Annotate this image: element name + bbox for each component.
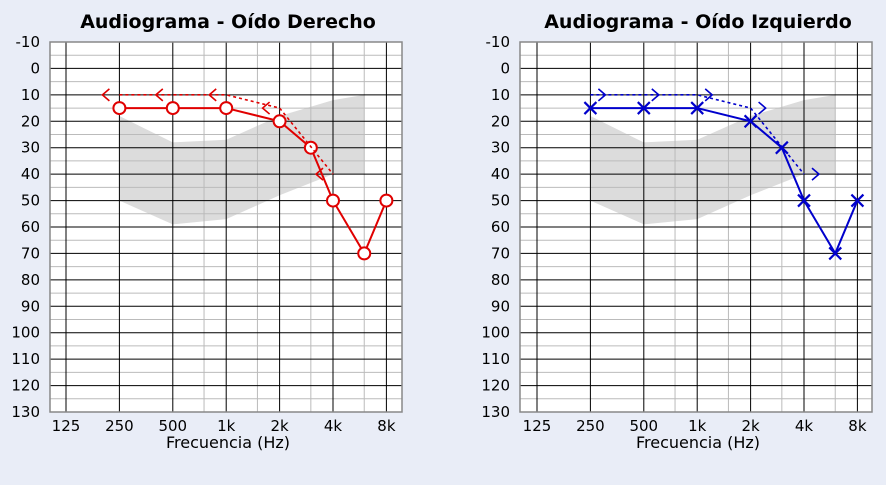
chevron-left-marker bbox=[261, 101, 271, 115]
x-tick-label: 500 bbox=[158, 417, 187, 435]
cross-marker bbox=[583, 101, 598, 115]
circle-marker bbox=[379, 193, 394, 208]
y-tick-label: 40 bbox=[491, 165, 510, 183]
y-tick-label: 100 bbox=[11, 324, 40, 342]
x-tick-label: 250 bbox=[576, 417, 605, 435]
y-tick-label: 20 bbox=[491, 112, 510, 130]
plot-border bbox=[519, 41, 873, 413]
chevron-right-marker bbox=[704, 88, 714, 102]
y-tick-label: -10 bbox=[486, 33, 511, 51]
x-tick-label: 8k bbox=[377, 417, 396, 435]
series-line-circle bbox=[119, 107, 388, 256]
y-tick-label: 50 bbox=[21, 192, 40, 210]
chart-title: Audiograma - Oído Derecho bbox=[80, 11, 376, 33]
y-tick-label: 110 bbox=[11, 350, 40, 368]
y-tick-label: -10 bbox=[16, 33, 41, 51]
x-tick-label: 4k bbox=[795, 417, 814, 435]
x-axis-label: Frecuencia (Hz) bbox=[636, 433, 760, 452]
y-tick-label: 30 bbox=[21, 139, 40, 157]
y-tick-label: 120 bbox=[11, 377, 40, 395]
cross-marker bbox=[690, 101, 704, 115]
chevron-left-marker bbox=[154, 88, 164, 102]
speech-banana-area bbox=[590, 94, 836, 225]
chevron-right-marker bbox=[758, 101, 767, 115]
y-tick-label: 60 bbox=[21, 218, 40, 236]
cross-marker bbox=[637, 101, 651, 115]
chevron-right-marker bbox=[597, 88, 607, 102]
y-tick-label: 40 bbox=[21, 165, 40, 183]
y-tick-label: 120 bbox=[481, 377, 510, 395]
y-tick-label: 60 bbox=[491, 218, 510, 236]
cross-marker bbox=[850, 193, 865, 208]
x-tick-label: 2k bbox=[270, 417, 289, 435]
x-tick-label: 125 bbox=[523, 417, 552, 435]
circle-marker bbox=[272, 114, 287, 129]
x-tick-label: 1k bbox=[688, 417, 707, 435]
x-tick-label: 125 bbox=[52, 417, 81, 435]
x-tick-label: 1k bbox=[217, 417, 236, 435]
y-tick-label: 30 bbox=[491, 139, 510, 157]
y-tick-label: 0 bbox=[30, 59, 40, 77]
y-tick-label: 130 bbox=[481, 403, 510, 421]
chevron-left-marker bbox=[314, 167, 324, 181]
audiogram-0: Audiograma - Oído Derecho -10 0 10 20 30 40 50 6… bbox=[11, 11, 403, 452]
audiogram-1: Audiograma - Oído Izquierdo -10 0 10 20 30 40 5… bbox=[481, 11, 873, 452]
y-tick-label: 130 bbox=[11, 403, 40, 421]
x-tick-label: 250 bbox=[105, 417, 134, 435]
chevron-left-marker bbox=[207, 88, 217, 102]
chart-title: Audiograma - Oído Izquierdo bbox=[544, 11, 852, 33]
chevron-right-marker bbox=[651, 88, 661, 102]
y-tick-label: 0 bbox=[500, 59, 510, 77]
chevron-right-marker bbox=[811, 167, 821, 181]
circle-marker bbox=[219, 101, 234, 116]
y-tick-label: 80 bbox=[491, 271, 510, 289]
y-tick-label: 80 bbox=[21, 271, 40, 289]
plot-border bbox=[49, 41, 403, 413]
y-tick-label: 70 bbox=[491, 244, 510, 262]
x-tick-label: 500 bbox=[629, 417, 658, 435]
x-tick-label: 4k bbox=[324, 417, 343, 435]
cross-marker bbox=[828, 246, 843, 261]
circle-marker bbox=[165, 101, 180, 116]
circle-marker bbox=[112, 101, 127, 116]
cross-marker bbox=[743, 114, 758, 129]
y-tick-label: 10 bbox=[491, 86, 510, 104]
y-tick-label: 70 bbox=[21, 244, 40, 262]
x-tick-label: 2k bbox=[741, 417, 760, 435]
y-tick-label: 110 bbox=[481, 350, 510, 368]
speech-banana-area bbox=[119, 94, 365, 225]
y-tick-label: 100 bbox=[481, 324, 510, 342]
x-axis-label: Frecuencia (Hz) bbox=[166, 433, 290, 452]
y-tick-label: 50 bbox=[491, 192, 510, 210]
x-tick-label: 8k bbox=[848, 417, 867, 435]
chevron-left-marker bbox=[101, 88, 110, 102]
cross-marker bbox=[797, 193, 811, 208]
circle-marker bbox=[357, 246, 372, 261]
y-tick-label: 10 bbox=[21, 86, 40, 104]
circle-marker bbox=[326, 193, 340, 208]
series-line-cross bbox=[590, 107, 859, 256]
y-tick-label: 90 bbox=[21, 297, 40, 315]
y-tick-label: 90 bbox=[491, 297, 510, 315]
y-tick-label: 20 bbox=[21, 112, 40, 130]
